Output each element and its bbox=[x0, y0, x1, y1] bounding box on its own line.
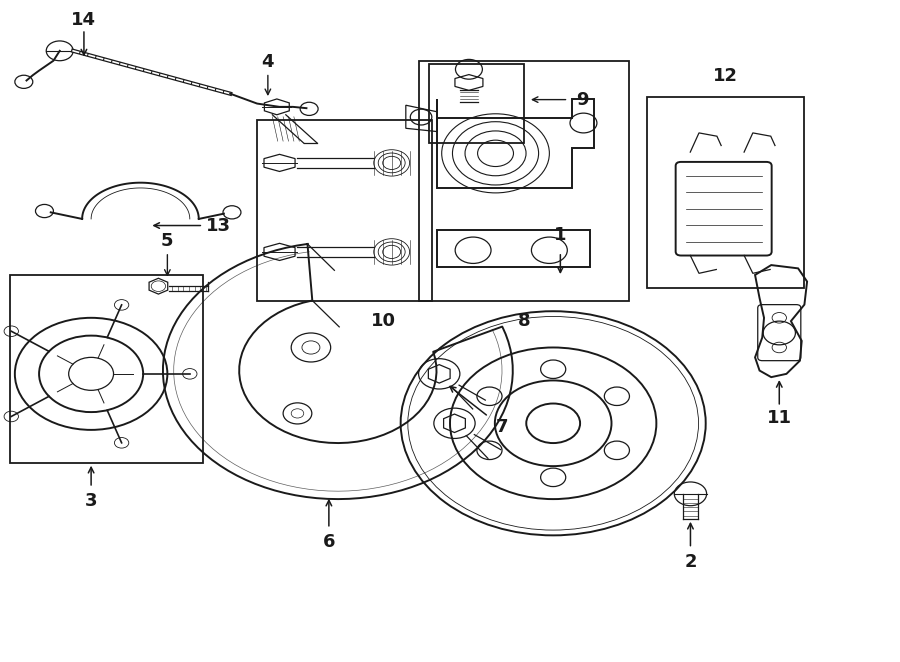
Text: 1: 1 bbox=[554, 226, 567, 244]
Text: 11: 11 bbox=[767, 409, 792, 427]
Bar bbox=[437, 230, 590, 267]
Bar bbox=[647, 97, 805, 288]
Text: 9: 9 bbox=[576, 91, 588, 109]
Text: 3: 3 bbox=[85, 492, 97, 510]
Bar bbox=[418, 61, 629, 301]
Text: 8: 8 bbox=[518, 312, 530, 330]
Text: 10: 10 bbox=[371, 312, 396, 330]
Text: 5: 5 bbox=[161, 232, 174, 250]
Bar bbox=[257, 120, 432, 301]
Bar bbox=[11, 275, 203, 463]
Text: 13: 13 bbox=[206, 216, 231, 234]
Text: 14: 14 bbox=[71, 11, 96, 29]
Text: 12: 12 bbox=[714, 67, 738, 85]
Text: 7: 7 bbox=[496, 418, 508, 436]
Text: 2: 2 bbox=[684, 553, 697, 571]
Text: 4: 4 bbox=[262, 53, 274, 71]
Bar bbox=[429, 64, 524, 143]
Text: 6: 6 bbox=[322, 533, 335, 551]
